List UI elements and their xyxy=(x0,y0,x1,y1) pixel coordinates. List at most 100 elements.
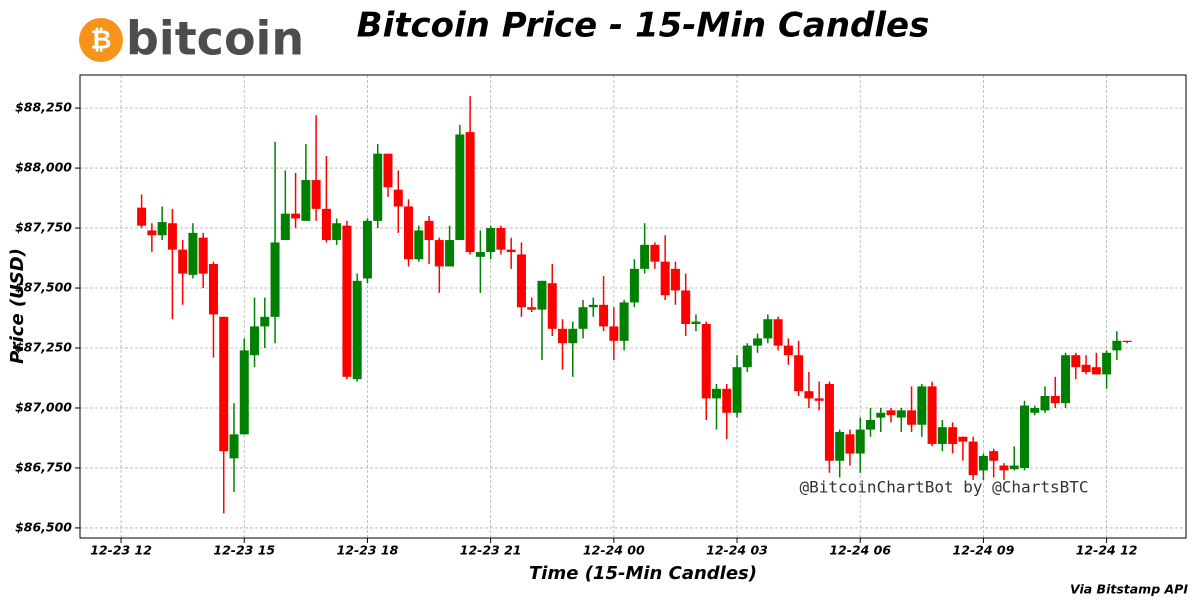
candle-body xyxy=(362,220,372,279)
candle-body xyxy=(465,132,475,253)
candle-body xyxy=(1122,340,1132,343)
candle-body xyxy=(475,252,485,257)
candle-body xyxy=(393,189,403,207)
candle-body xyxy=(896,410,906,418)
candle-body xyxy=(301,180,311,221)
candle-body xyxy=(886,410,896,416)
candle-body xyxy=(783,345,793,356)
candle-body xyxy=(280,213,290,241)
candle-body xyxy=(660,261,670,296)
candle-body xyxy=(948,427,958,444)
candle-body xyxy=(352,280,362,380)
candle-body xyxy=(1019,405,1029,468)
candle-body xyxy=(239,350,249,435)
candle-body xyxy=(804,391,814,399)
candle-body xyxy=(619,302,629,341)
candle-body xyxy=(198,237,208,274)
x-tick-label: 12-23 12 xyxy=(90,543,152,558)
candle-body xyxy=(742,345,752,368)
candle-body xyxy=(1061,355,1071,404)
x-axis-label: Time (15-Min Candles) xyxy=(529,563,757,584)
candle-body xyxy=(917,386,927,425)
candle-body xyxy=(958,436,968,442)
candle-body xyxy=(588,304,598,308)
candle-body xyxy=(999,465,1009,471)
candle-body xyxy=(1102,352,1112,375)
candle-body xyxy=(629,268,639,303)
x-tick-label: 12-23 18 xyxy=(337,543,399,558)
candle-body xyxy=(609,326,619,341)
y-tick-label: $88,000 xyxy=(15,160,72,175)
y-tick-label: $88,250 xyxy=(15,100,72,115)
candle-body xyxy=(455,134,465,241)
candle-body xyxy=(1081,364,1091,372)
candle-body xyxy=(219,316,229,452)
candle-body xyxy=(250,326,260,356)
candle-body xyxy=(1112,340,1122,351)
candle-body xyxy=(989,451,999,461)
candle-body xyxy=(681,290,691,325)
candle-body xyxy=(1091,367,1101,375)
x-tick-label: 12-24 06 xyxy=(829,543,891,558)
candle-body xyxy=(496,228,506,250)
candle-body xyxy=(188,232,198,275)
candle-body xyxy=(937,427,947,444)
candle-body xyxy=(794,355,804,392)
candle-body xyxy=(527,307,537,310)
candle-body xyxy=(506,249,516,253)
candle-body xyxy=(1071,355,1081,368)
candle-body xyxy=(968,441,978,476)
y-axis-label: Price (USD) xyxy=(7,248,28,364)
candle-body xyxy=(434,240,444,267)
x-tick-label: 12-24 09 xyxy=(953,543,1015,558)
candle-body xyxy=(855,429,865,454)
candle-body xyxy=(568,328,578,344)
candle-body xyxy=(824,383,834,461)
candle-body xyxy=(773,319,783,346)
candle-body xyxy=(208,264,218,315)
x-tick-label: 12-23 15 xyxy=(213,543,275,558)
y-tick-label: $87,750 xyxy=(15,220,72,235)
candle-body xyxy=(640,244,650,269)
logo-symbol: ₿ xyxy=(90,26,111,56)
candle-body xyxy=(404,206,414,260)
y-tick-label: $87,250 xyxy=(15,340,72,355)
candle-body xyxy=(978,455,988,471)
watermark: @BitcoinChartBot by @ChartsBTC xyxy=(800,478,1089,497)
candle-body xyxy=(558,328,568,344)
candle-body xyxy=(763,319,773,339)
candle-body xyxy=(722,388,732,413)
candle-body xyxy=(650,244,660,262)
y-tick-label: $87,000 xyxy=(15,399,72,414)
y-tick-label: $86,750 xyxy=(15,459,72,474)
candle-body xyxy=(711,388,721,399)
candle-body xyxy=(599,304,609,327)
plot-frame xyxy=(79,74,1187,539)
candle-body xyxy=(907,410,917,425)
candle-body xyxy=(157,222,167,236)
candle-body xyxy=(845,434,855,454)
candle-body xyxy=(547,283,557,329)
candle-body xyxy=(865,419,875,430)
candle-body xyxy=(753,338,763,346)
candle-body xyxy=(291,213,301,219)
candle-body xyxy=(486,228,496,253)
candle-body xyxy=(691,321,701,325)
y-tick-label: $87,500 xyxy=(15,280,72,295)
x-tick-label: 12-24 03 xyxy=(706,543,768,558)
candle-body xyxy=(137,207,147,226)
candle-body xyxy=(578,307,588,329)
candle-body xyxy=(1050,395,1060,404)
candle-body xyxy=(445,240,455,267)
logo-text: bitcoin xyxy=(126,12,304,66)
candle-body xyxy=(321,208,331,241)
candle-body xyxy=(332,223,342,241)
chart-title: Bitcoin Price - 15-Min Candles xyxy=(357,6,930,46)
y-tick-label: $86,500 xyxy=(15,519,72,534)
candle-body xyxy=(342,225,352,377)
candle-body xyxy=(814,398,824,401)
candle-body xyxy=(1030,407,1040,413)
candle-body xyxy=(147,230,157,236)
candle-body xyxy=(516,254,526,308)
